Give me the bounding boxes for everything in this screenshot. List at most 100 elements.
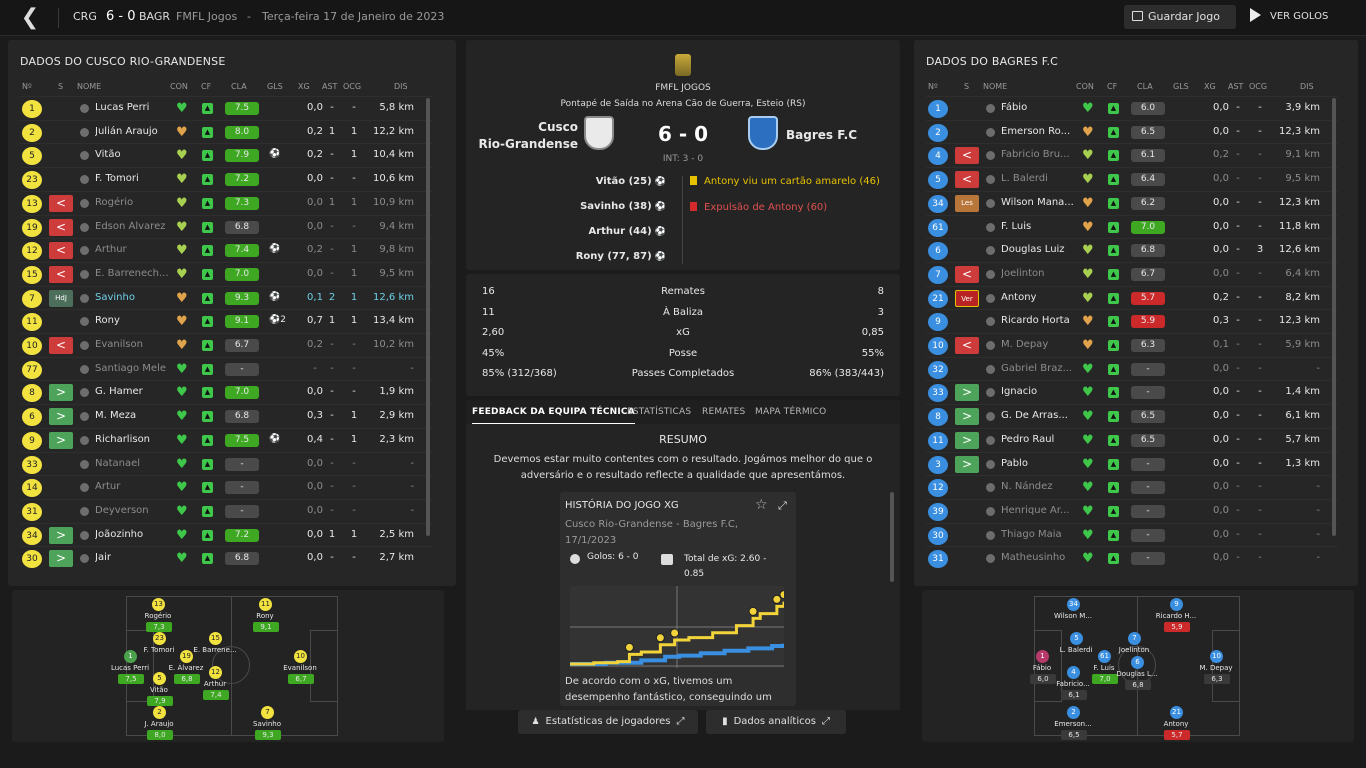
column-header-dis[interactable]: DIS — [394, 82, 408, 91]
analytics-button[interactable]: ▮ Dados analíticos ⤢ — [706, 710, 846, 734]
tab-2[interactable]: REMATES — [702, 407, 746, 417]
player-row[interactable]: 32 Gabriel Braz... ♥ ▲ -0,0- - - — [926, 356, 1338, 381]
column-header-gls[interactable]: GLS — [267, 82, 283, 91]
player-stats-button[interactable]: ♟ Estatísticas de jogadores ⤢ — [518, 710, 698, 734]
player-name[interactable]: Henrique Ar... — [1001, 504, 1070, 516]
player-name[interactable]: Antony — [1001, 291, 1037, 303]
column-header-cf[interactable]: CF — [201, 82, 212, 91]
player-name[interactable]: Jair — [95, 552, 111, 564]
player-row[interactable]: 30 Thiago Maia ♥ ▲ -0,0- - - — [926, 522, 1338, 547]
player-dot[interactable]: 1 — [1036, 650, 1049, 663]
column-header-no[interactable]: Nº — [928, 82, 938, 91]
player-dot[interactable]: 11 — [259, 598, 272, 611]
column-header-con[interactable]: CON — [170, 82, 188, 91]
player-dot[interactable]: 10 — [294, 650, 307, 663]
table-scrollbar[interactable] — [426, 98, 430, 536]
column-header-ocg[interactable]: OCG — [343, 82, 362, 91]
player-dot[interactable]: 19 — [180, 650, 193, 663]
player-row[interactable]: 7 HdJ Savinho ♥ ▲ 9.3 ⚽ 0,1 2 1 12,6 km — [20, 285, 432, 310]
player-row[interactable]: 10 < M. Depay ♥ ▲ 6.3 0,1- -5,9 km — [926, 333, 1338, 357]
player-row[interactable]: 2 Emerson Ro... ♥ ▲ 6.5 0,0- -12,3 km — [926, 119, 1338, 144]
player-name[interactable]: G. Hamer — [95, 386, 143, 398]
column-header-cla[interactable]: CLA — [231, 82, 247, 91]
player-name[interactable]: Rogério — [95, 196, 134, 208]
player-row[interactable]: 31 Matheusinho ♥ ▲ -0,0- - - — [926, 546, 1338, 570]
player-dot[interactable]: 6 — [1131, 656, 1144, 669]
column-header-name[interactable]: NOME — [983, 82, 1008, 91]
column-header-cla[interactable]: CLA — [1137, 82, 1153, 91]
player-row[interactable]: 77 Santiago Mele ♥ ▲ - - - - - — [20, 356, 432, 381]
player-name[interactable]: Natanael — [95, 457, 141, 469]
player-row[interactable]: 19 < Edson Álvarez ♥ ▲ 6.8 0,0- -9,4 km — [20, 214, 432, 239]
column-header-gls[interactable]: GLS — [1173, 82, 1189, 91]
player-dot[interactable]: 21 — [1170, 706, 1183, 719]
player-row[interactable]: 6 > M. Meza ♥ ▲ 6.8 0,3- 1 2,9 km — [20, 404, 432, 428]
player-row[interactable]: 2 Julián Araujo ♥ ▲ 8.0 0,2 1 1 12,2 km — [20, 119, 432, 144]
player-dot[interactable]: 2 — [153, 706, 166, 719]
player-dot[interactable]: 13 — [152, 598, 165, 611]
player-name[interactable]: Lucas Perri — [95, 102, 150, 113]
table-scrollbar[interactable] — [1332, 98, 1336, 536]
column-header-xg[interactable]: XG — [1204, 82, 1216, 91]
player-row[interactable]: 9 > Richarlison ♥ ▲ 7.5 ⚽ 0,4- 1 2,3 km — [20, 427, 432, 452]
column-header-s[interactable]: S — [964, 82, 970, 91]
player-name[interactable]: Artur — [95, 481, 121, 493]
player-row[interactable]: 12 < Arthur ♥ ▲ 7.4 ⚽ 0,2- 1 9,8 km — [20, 238, 432, 262]
feedback-scrollbar[interactable] — [890, 492, 894, 582]
player-dot[interactable]: 15 — [209, 632, 222, 645]
column-header-ast[interactable]: AST — [322, 82, 338, 91]
player-name[interactable]: Savinho — [95, 291, 135, 303]
player-name[interactable]: Joelinton — [1001, 267, 1045, 279]
player-row[interactable]: 39 Henrique Ar... ♥ ▲ -0,0- - - — [926, 498, 1338, 523]
save-game-button[interactable]: Guardar Jogo — [1124, 5, 1236, 29]
player-name[interactable]: Santiago Mele — [95, 362, 166, 374]
player-name[interactable]: Ricardo Horta — [1001, 315, 1070, 327]
expand-icon[interactable]: ⤢ — [778, 499, 787, 512]
player-row[interactable]: 5 < L. Balerdi ♥ ▲ 6.4 0,0- -9,5 km — [926, 167, 1338, 191]
player-row[interactable]: 23 F. Tomori ♥ ▲ 7.2 0,0- -10,6 km — [20, 167, 432, 191]
player-row[interactable]: 8 > G. Hamer ♥ ▲ 7.0 0,0- -1,9 km — [20, 380, 432, 404]
player-row[interactable]: 3 > Pablo ♥ ▲ -0,0- -1,3 km — [926, 451, 1338, 476]
player-name[interactable]: Edson Álvarez — [95, 220, 166, 232]
player-dot[interactable]: 5 — [1070, 632, 1083, 645]
column-header-con[interactable]: CON — [1076, 82, 1094, 91]
player-row[interactable]: 33 > Ignacio ♥ ▲ -0,0- -1,4 km — [926, 380, 1338, 404]
player-row[interactable]: 34 > Joãozinho ♥ ▲ 7.2 0,0 1 1 2,5 km — [20, 522, 432, 547]
player-name[interactable]: E. Barrenech... — [95, 267, 169, 279]
player-dot[interactable]: 12 — [209, 666, 222, 679]
player-name[interactable]: N. Nández — [1001, 481, 1053, 493]
tab-3[interactable]: MAPA TÉRMICO — [755, 407, 827, 417]
player-row[interactable]: 14 Artur ♥ ▲ -0,0- - - — [20, 475, 432, 499]
player-name[interactable]: Rony — [95, 315, 120, 327]
player-row[interactable]: 9 Ricardo Horta ♥ ▲ 5.9 0,3- -12,3 km — [926, 309, 1338, 333]
column-header-no[interactable]: Nº — [22, 82, 32, 91]
player-row[interactable]: 31 Deyverson ♥ ▲ -0,0- - - — [20, 498, 432, 523]
player-name[interactable]: Douglas Luiz — [1001, 244, 1065, 256]
player-dot[interactable]: 1 — [124, 650, 137, 663]
player-row[interactable]: 10 < Evanilson ♥ ▲ 6.7 0,2- -10,2 km — [20, 333, 432, 357]
player-row[interactable]: 12 N. Nández ♥ ▲ -0,0- - - — [926, 475, 1338, 499]
player-row[interactable]: 11 Rony ♥ ▲ 9.1 ⚽2 0,7 1 1 13,4 km — [20, 309, 432, 333]
player-dot[interactable]: 5 — [153, 672, 166, 685]
player-row[interactable]: 15 < E. Barrenech... ♥ ▲ 7.0 0,0- 1 9,5 km — [20, 261, 432, 286]
player-name[interactable]: Evanilson — [95, 339, 143, 350]
tab-0[interactable]: FEEDBACK DA EQUIPA TÉCNICA — [472, 407, 635, 425]
player-row[interactable]: 61 F. Luis ♥ ▲ 7.0 0,0- -11,8 km — [926, 214, 1338, 239]
player-row[interactable]: 5 Vitão ♥ ▲ 7.9 ⚽ 0,2- 1 10,4 km — [20, 143, 432, 167]
player-row[interactable]: 8 > G. De Arras... ♥ ▲ 6.5 0,0- -6,1 km — [926, 404, 1338, 428]
player-name[interactable]: Vitão — [95, 149, 121, 161]
player-name[interactable]: M. Meza — [95, 410, 137, 422]
player-name[interactable]: F. Luis — [1001, 220, 1032, 232]
player-name[interactable]: Ignacio — [1001, 386, 1038, 398]
player-row[interactable]: 1 Fábio ♥ ▲ 6.0 0,0- -3,9 km — [926, 96, 1338, 120]
player-row[interactable]: 6 Douglas Luiz ♥ ▲ 6.8 0,0- 3 12,6 km — [926, 238, 1338, 262]
column-header-ast[interactable]: AST — [1228, 82, 1244, 91]
player-dot[interactable]: 2 — [1067, 706, 1080, 719]
star-icon[interactable]: ☆ — [755, 497, 768, 513]
player-row[interactable]: 33 Natanael ♥ ▲ -0,0- - - — [20, 451, 432, 476]
player-name[interactable]: Emerson Ro... — [1001, 125, 1071, 137]
player-dot[interactable]: 23 — [153, 632, 166, 645]
player-name[interactable]: Fabricio Bru... — [1001, 149, 1070, 161]
player-dot[interactable]: 7 — [261, 706, 274, 719]
player-name[interactable]: Gabriel Braz... — [1001, 362, 1073, 374]
